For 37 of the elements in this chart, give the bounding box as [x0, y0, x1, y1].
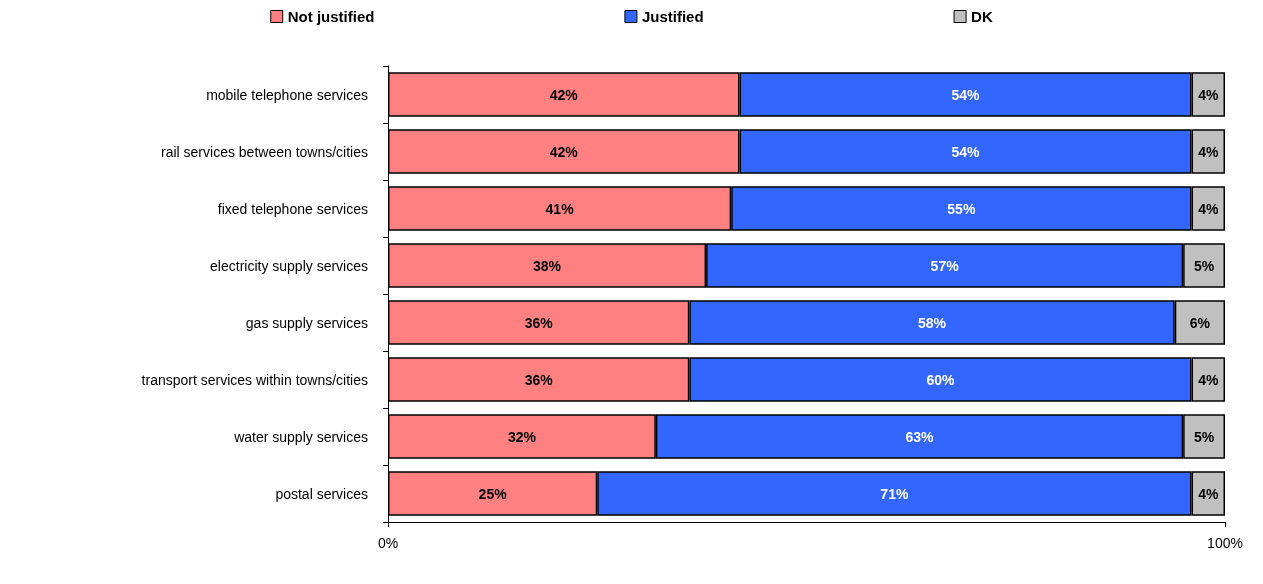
data-label: 36%	[524, 314, 554, 331]
y-tick-label: transport services within towns/cities	[141, 371, 368, 388]
data-label: 4%	[1198, 86, 1219, 103]
data-label: 71%	[880, 485, 909, 502]
data-label: 5%	[1193, 257, 1215, 274]
data-label: 5%	[1193, 428, 1215, 445]
data-label: 57%	[930, 257, 960, 274]
y-tick-label: electricity supply services	[210, 257, 368, 274]
x-tick-label: 100%	[1207, 535, 1243, 551]
data-label: 36%	[524, 371, 554, 388]
y-tick-label: rail services between towns/cities	[161, 143, 368, 160]
data-label: 4%	[1198, 143, 1219, 160]
data-label: 42%	[549, 143, 579, 160]
data-label: 32%	[507, 428, 537, 445]
data-label: 58%	[918, 314, 947, 331]
data-label: 25%	[478, 485, 508, 502]
legend-label: DK	[971, 8, 993, 25]
data-label: 54%	[951, 143, 981, 160]
y-tick-label: postal services	[275, 485, 368, 502]
data-label: 4%	[1198, 200, 1219, 217]
y-tick-label: mobile telephone services	[206, 86, 368, 103]
legend-label: Justified	[641, 8, 704, 25]
legend-label: Not justified	[287, 8, 375, 25]
x-tick-label: 0%	[377, 535, 399, 551]
data-label: 41%	[545, 200, 575, 217]
data-label: 42%	[549, 86, 579, 103]
data-label: 63%	[905, 428, 935, 445]
y-tick-label: fixed telephone services	[217, 200, 368, 217]
data-label: 4%	[1198, 485, 1219, 502]
y-tick-label: gas supply services	[245, 314, 368, 331]
data-label: 60%	[926, 371, 955, 388]
data-label: 38%	[533, 257, 562, 274]
data-label: 6%	[1189, 314, 1211, 331]
data-label: 4%	[1198, 371, 1219, 388]
y-tick-label: water supply services	[233, 428, 368, 445]
data-label: 55%	[947, 200, 976, 217]
data-label: 54%	[951, 86, 981, 103]
